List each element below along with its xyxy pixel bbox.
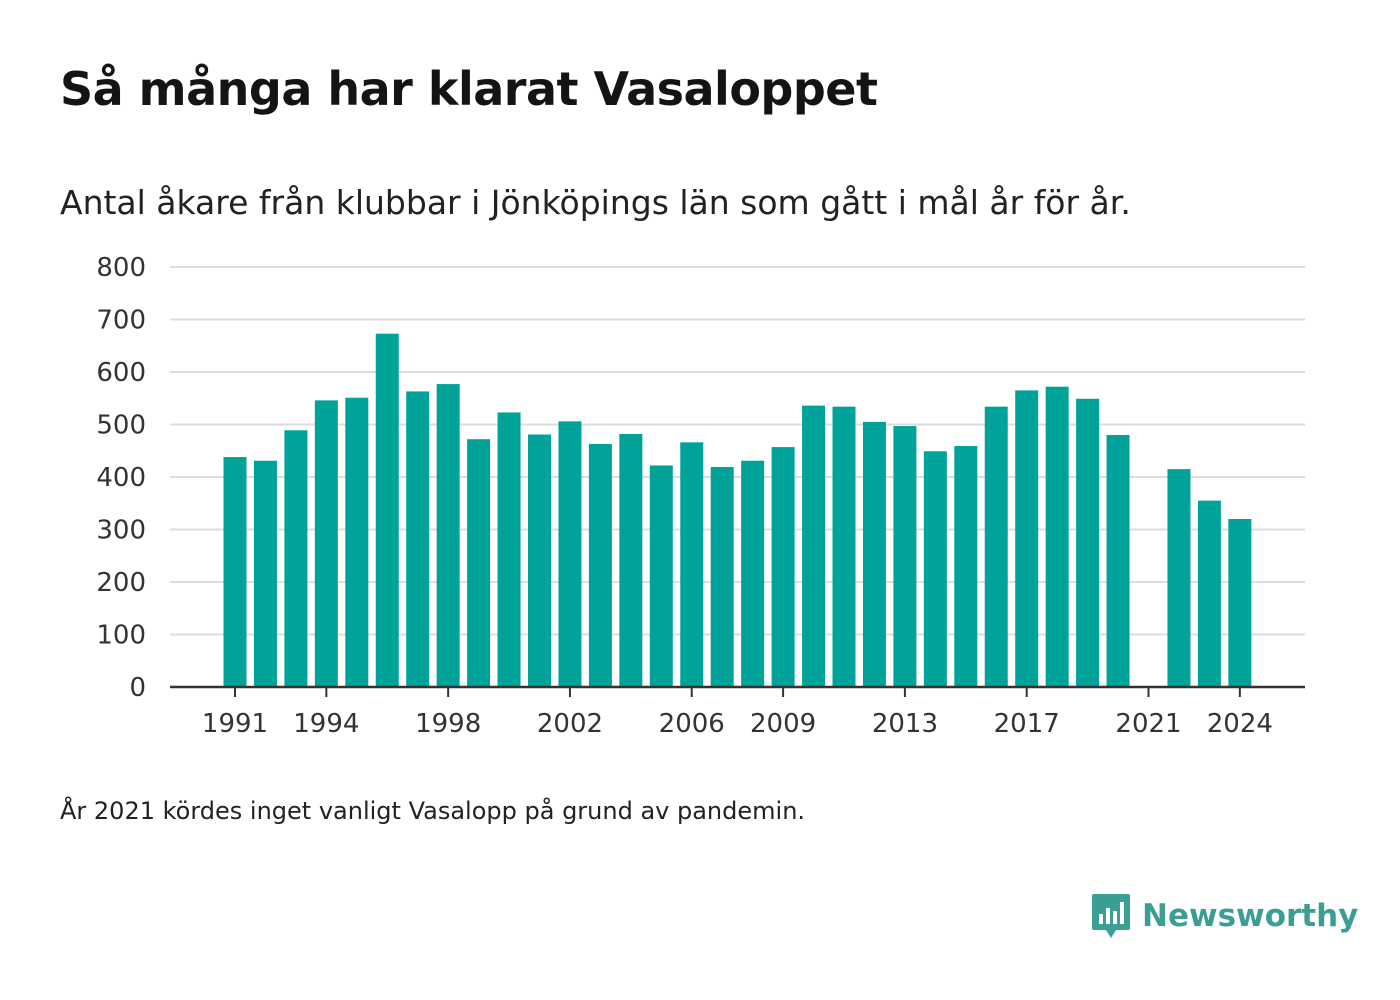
y-tick-label: 300 bbox=[96, 516, 146, 546]
bar bbox=[771, 447, 795, 687]
x-tick-label: 2017 bbox=[994, 709, 1060, 739]
bar bbox=[802, 405, 826, 687]
x-tick-label: 2009 bbox=[750, 709, 816, 739]
bar bbox=[558, 421, 582, 687]
bar bbox=[1167, 469, 1191, 687]
bar bbox=[741, 460, 765, 687]
y-tick-label: 600 bbox=[96, 358, 146, 388]
bar bbox=[710, 467, 734, 687]
bar bbox=[680, 442, 704, 687]
bar bbox=[862, 421, 886, 687]
y-tick-label: 500 bbox=[96, 411, 146, 441]
bar bbox=[1015, 390, 1039, 687]
newsworthy-logo-icon bbox=[1092, 894, 1130, 938]
bar bbox=[1106, 435, 1130, 687]
bar bbox=[375, 333, 399, 687]
bar bbox=[223, 457, 247, 687]
bar bbox=[588, 443, 612, 687]
bar bbox=[314, 400, 338, 687]
x-tick-label: 2002 bbox=[537, 709, 603, 739]
bar bbox=[649, 465, 673, 687]
bar bbox=[832, 406, 856, 687]
bar bbox=[253, 460, 277, 687]
x-tick-label: 1998 bbox=[415, 709, 481, 739]
y-tick-label: 800 bbox=[96, 253, 146, 283]
x-tick-label: 1991 bbox=[202, 709, 268, 739]
y-tick-label: 400 bbox=[96, 463, 146, 493]
chart-subtitle: Antal åkare från klubbar i Jönköpings lä… bbox=[60, 183, 1131, 222]
bar bbox=[954, 446, 978, 687]
y-tick-label: 200 bbox=[96, 568, 146, 598]
bar bbox=[1076, 398, 1100, 687]
x-tick-label: 2006 bbox=[659, 709, 725, 739]
bar bbox=[497, 412, 521, 687]
footnote: År 2021 kördes inget vanligt Vasalopp på… bbox=[60, 797, 806, 825]
bar bbox=[345, 397, 369, 687]
y-tick-label: 100 bbox=[96, 621, 146, 651]
y-tick-label: 0 bbox=[129, 673, 146, 703]
x-tick-label: 2021 bbox=[1115, 709, 1181, 739]
x-tick-label: 1994 bbox=[293, 709, 359, 739]
chart-title: Så många har klarat Vasaloppet bbox=[60, 62, 878, 116]
bar bbox=[284, 430, 308, 687]
bar bbox=[436, 384, 460, 687]
bar bbox=[1197, 500, 1221, 687]
y-tick-label: 700 bbox=[96, 306, 146, 336]
bar bbox=[467, 439, 491, 687]
brand-name: Newsworthy bbox=[1142, 898, 1359, 934]
bar bbox=[893, 426, 917, 687]
x-tick-label: 2013 bbox=[872, 709, 938, 739]
bar bbox=[1045, 386, 1069, 687]
bar bbox=[406, 391, 430, 687]
bar bbox=[528, 434, 551, 687]
brand-logo: Newsworthy bbox=[1090, 892, 1358, 940]
bar bbox=[1228, 519, 1252, 687]
bar bbox=[923, 451, 947, 687]
bar bbox=[984, 406, 1008, 687]
bar bbox=[619, 433, 643, 687]
x-tick-label: 2024 bbox=[1207, 709, 1273, 739]
